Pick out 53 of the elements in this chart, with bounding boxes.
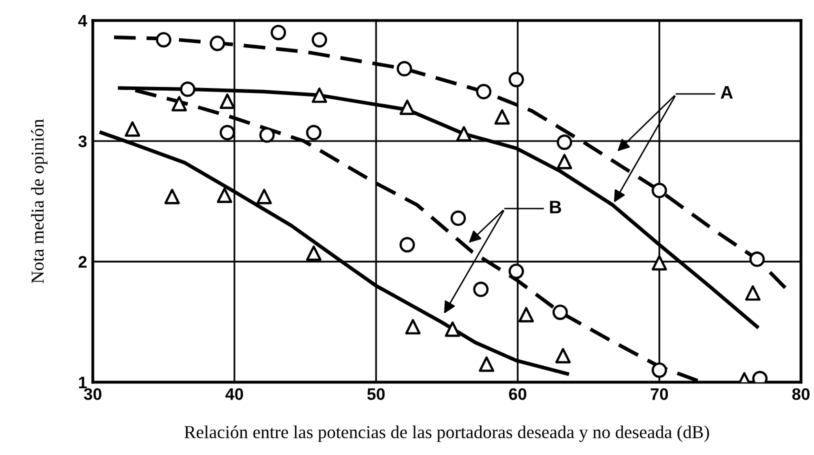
point — [259, 127, 275, 143]
point — [306, 124, 322, 140]
point — [476, 84, 492, 100]
x-tick-label: 80 — [792, 388, 810, 400]
y-axis-title: Nota media de opinión — [31, 119, 48, 284]
annotation: A — [720, 86, 733, 99]
point — [220, 124, 236, 140]
point — [124, 121, 140, 137]
point — [270, 24, 286, 40]
point — [156, 32, 172, 48]
point — [508, 72, 524, 88]
y-tick-label: 3 — [78, 135, 87, 148]
point — [745, 285, 761, 301]
point — [171, 96, 187, 112]
point — [555, 348, 571, 364]
point — [556, 154, 572, 170]
point — [652, 182, 668, 198]
point — [518, 306, 534, 322]
point — [456, 126, 472, 142]
x-tick-label: 40 — [225, 388, 244, 400]
x-tick-label: 70 — [650, 388, 668, 400]
point — [220, 94, 236, 109]
point — [216, 188, 232, 204]
point — [164, 188, 180, 204]
point — [473, 282, 489, 298]
point — [306, 245, 322, 261]
point — [556, 134, 572, 150]
point — [444, 321, 460, 337]
point — [210, 36, 226, 52]
point — [396, 61, 412, 76]
point — [312, 88, 328, 103]
x-tick-label: 50 — [367, 388, 385, 400]
annotation: B — [550, 200, 562, 214]
point — [652, 255, 668, 271]
point — [400, 237, 415, 252]
x-tick-label: 60 — [509, 388, 526, 400]
x-tick-label: 30 — [84, 388, 102, 400]
x-axis-title: Relación entre las potencias de las portadoras deseada y no deseada (dB) — [184, 426, 710, 442]
point — [494, 109, 510, 125]
point — [312, 32, 328, 48]
point — [180, 82, 196, 97]
point — [400, 100, 415, 115]
y-tick-label: 4 — [78, 15, 88, 27]
point — [478, 356, 494, 372]
y-tick-label: 2 — [78, 256, 87, 268]
point — [652, 362, 668, 378]
point — [450, 210, 466, 226]
point — [508, 264, 524, 279]
point — [552, 304, 568, 320]
point — [749, 252, 765, 267]
point — [256, 188, 272, 204]
y-tick-label: 1 — [79, 376, 87, 388]
point — [405, 319, 421, 334]
